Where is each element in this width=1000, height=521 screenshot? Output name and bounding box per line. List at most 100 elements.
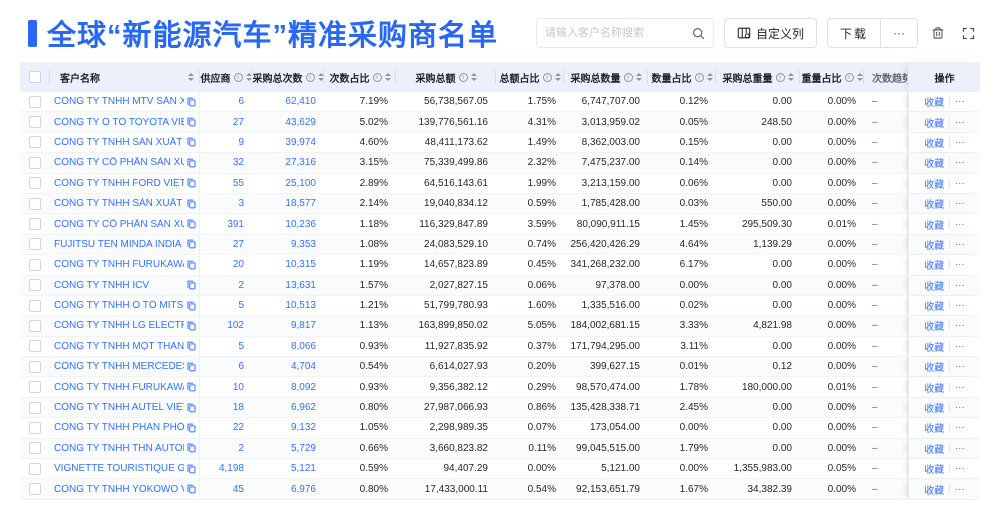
column-header-times-pct[interactable]: 次数占比 i	[324, 62, 396, 92]
row-more-button[interactable]: ···	[954, 259, 965, 271]
row-checkbox[interactable]	[29, 116, 41, 129]
sort-icon[interactable]	[384, 73, 391, 81]
column-header-name[interactable]: 客户名称	[50, 62, 200, 92]
row-more-button[interactable]: ···	[954, 198, 965, 210]
row-checkbox[interactable]	[29, 442, 41, 455]
row-checkbox[interactable]	[29, 156, 41, 169]
row-checkbox[interactable]	[29, 258, 41, 271]
favorite-button[interactable]: 收藏	[924, 200, 945, 212]
favorite-button[interactable]: 收藏	[924, 363, 945, 375]
copy-icon[interactable]	[187, 341, 196, 351]
customer-name-link[interactable]: CÔNG TY TNHH AUTEL VIỆT N...	[54, 402, 184, 414]
row-checkbox[interactable]	[29, 319, 41, 332]
customer-name-link[interactable]: CÔNG TY CỔ PHẦN SẢN XUẤT...	[54, 218, 184, 230]
more-actions-button[interactable]: ···	[880, 19, 917, 47]
favorite-button[interactable]: 收藏	[924, 485, 945, 497]
search-icon[interactable]	[692, 27, 705, 40]
row-more-button[interactable]: ···	[954, 361, 965, 373]
favorite-button[interactable]: 收藏	[924, 465, 945, 477]
row-more-button[interactable]: ···	[954, 279, 965, 291]
info-icon[interactable]: i	[844, 72, 854, 82]
favorite-button[interactable]: 收藏	[924, 404, 945, 416]
copy-icon[interactable]	[187, 137, 196, 147]
column-header-weight[interactable]: 采购总重量 i	[716, 62, 800, 92]
info-icon[interactable]: i	[372, 72, 382, 82]
row-more-button[interactable]: ···	[954, 218, 965, 230]
customer-name-link[interactable]: CÔNG TY CỔ PHẦN SẢN XUẤT...	[54, 157, 184, 169]
row-more-button[interactable]: ···	[954, 483, 965, 495]
info-icon[interactable]: i	[623, 72, 633, 82]
favorite-button[interactable]: 收藏	[924, 281, 945, 293]
column-header-times[interactable]: 采购总次数 i	[252, 62, 324, 92]
sort-icon[interactable]	[856, 73, 863, 81]
favorite-button[interactable]: 收藏	[924, 444, 945, 456]
row-more-button[interactable]: ···	[954, 96, 965, 108]
info-icon[interactable]: i	[305, 72, 315, 82]
row-checkbox[interactable]	[29, 462, 41, 475]
search-input[interactable]	[544, 27, 692, 39]
sort-icon[interactable]	[787, 73, 794, 81]
column-header-amount-pct[interactable]: 总额占比 i	[496, 62, 564, 92]
copy-icon[interactable]	[187, 362, 196, 372]
copy-icon[interactable]	[187, 403, 196, 413]
favorite-button[interactable]: 收藏	[924, 261, 945, 273]
row-checkbox[interactable]	[29, 483, 41, 496]
row-checkbox[interactable]	[29, 197, 41, 210]
favorite-button[interactable]: 收藏	[924, 342, 945, 354]
row-checkbox[interactable]	[29, 401, 41, 414]
fullscreen-icon[interactable]	[958, 18, 978, 48]
customer-name-link[interactable]: CÔNG TY TNHH MERCEDES–B...	[54, 361, 184, 373]
customer-name-link[interactable]: CÔNG TY Ô TÔ TOYOTA VIỆT ...	[54, 116, 184, 128]
info-icon[interactable]: i	[233, 72, 243, 82]
row-more-button[interactable]: ···	[954, 442, 965, 454]
copy-icon[interactable]	[187, 423, 196, 433]
customer-name-link[interactable]: CÔNG TY TNHH MTV SẢN XUẤ...	[54, 96, 184, 108]
column-header-weight-pct[interactable]: 重量占比 i	[800, 62, 864, 92]
row-more-button[interactable]: ···	[954, 116, 965, 128]
copy-icon[interactable]	[187, 239, 196, 249]
row-more-button[interactable]: ···	[954, 402, 965, 414]
customer-name-link[interactable]: FUJITSU TEN MINDA INDIA PVT...	[54, 238, 184, 250]
column-header-qty-pct[interactable]: 数量占比 i	[648, 62, 716, 92]
sort-icon[interactable]	[470, 73, 477, 81]
favorite-button[interactable]: 收藏	[924, 159, 945, 171]
row-more-button[interactable]: ···	[954, 238, 965, 250]
row-more-button[interactable]: ···	[954, 177, 965, 189]
row-more-button[interactable]: ···	[954, 136, 965, 148]
sort-icon[interactable]	[706, 73, 713, 81]
info-icon[interactable]: i	[775, 72, 785, 82]
row-more-button[interactable]: ···	[954, 381, 965, 393]
row-checkbox[interactable]	[29, 381, 41, 394]
copy-icon[interactable]	[187, 219, 196, 229]
info-icon[interactable]: i	[694, 72, 704, 82]
row-checkbox[interactable]	[29, 95, 41, 108]
favorite-button[interactable]: 收藏	[924, 383, 945, 395]
row-checkbox[interactable]	[29, 218, 41, 231]
info-icon[interactable]: i	[542, 72, 552, 82]
copy-icon[interactable]	[187, 178, 196, 188]
copy-icon[interactable]	[187, 97, 196, 107]
row-checkbox[interactable]	[29, 238, 41, 251]
customer-name-link[interactable]: CÔNG TY TNHH ICV	[54, 279, 150, 291]
copy-icon[interactable]	[187, 464, 196, 474]
copy-icon[interactable]	[187, 158, 196, 168]
select-all-checkbox[interactable]	[29, 71, 41, 83]
row-checkbox[interactable]	[29, 340, 41, 353]
favorite-button[interactable]: 收藏	[924, 98, 945, 110]
customer-name-link[interactable]: CÔNG TY TNHH SẢN XUẤT VÀ ...	[54, 198, 184, 210]
row-more-button[interactable]: ···	[954, 463, 965, 475]
favorite-button[interactable]: 收藏	[924, 179, 945, 191]
row-checkbox[interactable]	[29, 136, 41, 149]
row-more-button[interactable]: ···	[954, 320, 965, 332]
favorite-button[interactable]: 收藏	[924, 424, 945, 436]
sort-icon[interactable]	[317, 73, 324, 81]
customer-name-link[interactable]: VIGNETTE TOURISTIQUE G UNI...	[54, 463, 184, 475]
info-icon[interactable]: i	[458, 72, 468, 82]
copy-icon[interactable]	[187, 443, 196, 453]
row-checkbox[interactable]	[29, 360, 41, 373]
copy-icon[interactable]	[187, 301, 196, 311]
row-more-button[interactable]: ···	[954, 422, 965, 434]
favorite-button[interactable]: 收藏	[924, 240, 945, 252]
copy-icon[interactable]	[187, 382, 196, 392]
sort-icon[interactable]	[554, 73, 561, 81]
